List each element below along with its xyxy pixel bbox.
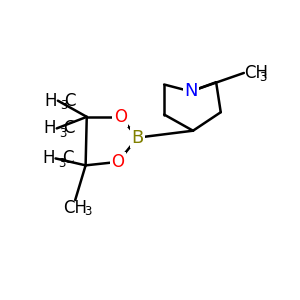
Text: N: N	[184, 82, 197, 100]
Text: 3: 3	[59, 127, 66, 140]
Text: O: O	[111, 153, 124, 171]
Text: 3: 3	[60, 99, 68, 112]
Text: H: H	[43, 119, 56, 137]
Text: CH: CH	[63, 199, 87, 217]
Text: C: C	[64, 92, 76, 110]
Text: C: C	[63, 119, 75, 137]
Text: CH: CH	[244, 64, 268, 82]
Text: 3: 3	[260, 71, 267, 84]
Text: C: C	[62, 149, 74, 167]
Text: 3: 3	[85, 205, 92, 218]
Text: B: B	[131, 129, 144, 147]
Text: H: H	[42, 149, 54, 167]
Text: 3: 3	[58, 157, 65, 169]
Text: H: H	[44, 92, 57, 110]
Text: O: O	[114, 108, 127, 126]
